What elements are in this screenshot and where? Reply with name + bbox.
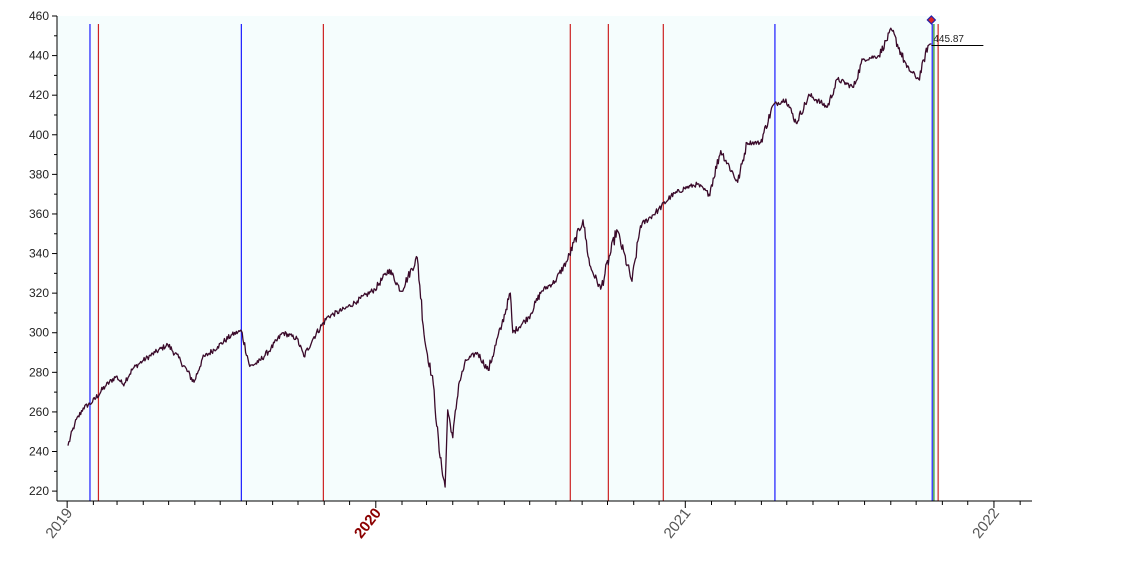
y-tick-label-8: 380 <box>29 167 49 181</box>
y-tick-label-7: 360 <box>29 207 49 221</box>
y-tick-label-0: 220 <box>29 484 49 498</box>
y-tick-label-5: 320 <box>29 286 49 300</box>
y-tick-label-12: 460 <box>29 9 49 23</box>
last-value-label: 445.87 <box>933 34 964 45</box>
year-label-2020: 2020 <box>351 505 385 542</box>
y-tick-label-3: 280 <box>29 365 49 379</box>
year-label-2022: 2022 <box>969 505 1003 542</box>
y-tick-label-9: 400 <box>29 128 49 142</box>
y-axis-ticks: 220 240 260 280 300 320 340 360 380 400 420 440 460 <box>29 9 57 498</box>
year-label-2021: 2021 <box>661 505 695 542</box>
y-tick-label-4: 300 <box>29 326 49 340</box>
axes <box>56 16 1032 502</box>
y-tick-label-2: 260 <box>29 405 49 419</box>
y-tick-label-6: 340 <box>29 247 49 261</box>
y-tick-label-11: 440 <box>29 49 49 63</box>
last-value-diamond-icon <box>926 15 937 25</box>
year-label-2019: 2019 <box>42 505 76 542</box>
y-tick-label-10: 420 <box>29 88 49 102</box>
last-value-marker: 445.87 <box>926 15 984 46</box>
y-tick-label-1: 240 <box>29 445 49 459</box>
price-line <box>67 27 932 488</box>
x-axis-ticks: 2019 2020 2021 2022 <box>42 501 1021 542</box>
plot-area <box>57 16 940 501</box>
price-series <box>67 27 932 488</box>
